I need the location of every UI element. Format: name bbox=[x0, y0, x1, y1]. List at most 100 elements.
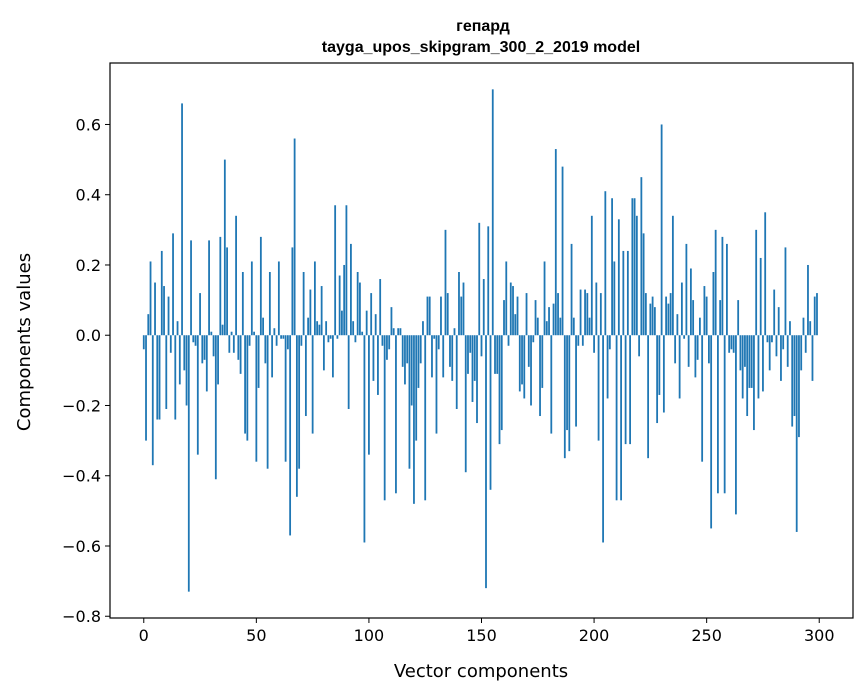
bar-61 bbox=[280, 335, 283, 339]
bar-245 bbox=[694, 335, 697, 378]
bar-163 bbox=[509, 282, 512, 336]
bar-296 bbox=[809, 321, 812, 336]
bar-254 bbox=[714, 229, 717, 336]
bar-146 bbox=[471, 335, 474, 402]
bar-195 bbox=[581, 335, 584, 346]
bar-126 bbox=[426, 296, 429, 336]
bar-1 bbox=[145, 335, 147, 441]
bar-86 bbox=[336, 335, 339, 339]
bar-276 bbox=[764, 212, 767, 336]
bar-284 bbox=[782, 335, 785, 350]
bar-0 bbox=[142, 335, 145, 350]
bar-20 bbox=[187, 335, 190, 592]
bar-166 bbox=[516, 296, 519, 336]
bar-102 bbox=[372, 335, 375, 381]
bar-224 bbox=[647, 335, 650, 459]
bar-70 bbox=[300, 335, 303, 346]
bar-175 bbox=[536, 317, 539, 336]
bar-133 bbox=[442, 335, 445, 378]
bar-127 bbox=[428, 296, 431, 336]
bar-219 bbox=[635, 215, 638, 336]
bar-154 bbox=[489, 335, 492, 490]
bar-250 bbox=[705, 296, 708, 336]
bar-16 bbox=[178, 335, 181, 385]
bar-14 bbox=[174, 335, 177, 420]
bar-258 bbox=[723, 335, 726, 494]
bar-155 bbox=[491, 89, 494, 336]
bar-237 bbox=[676, 314, 679, 336]
bar-194 bbox=[579, 289, 582, 336]
bar-93 bbox=[352, 321, 355, 336]
bar-45 bbox=[244, 335, 246, 434]
bar-184 bbox=[557, 293, 559, 336]
bar-94 bbox=[354, 335, 357, 343]
bar-48 bbox=[250, 261, 253, 336]
bar-230 bbox=[660, 124, 663, 336]
bar-298 bbox=[813, 296, 816, 336]
bar-74 bbox=[309, 289, 312, 336]
bar-53 bbox=[262, 317, 264, 336]
bar-79 bbox=[320, 286, 323, 336]
bar-193 bbox=[577, 335, 580, 346]
bar-290 bbox=[795, 335, 798, 532]
bar-15 bbox=[176, 321, 179, 336]
bar-145 bbox=[469, 335, 472, 353]
bar-208 bbox=[611, 198, 613, 336]
bar-203 bbox=[599, 293, 602, 336]
bar-149 bbox=[478, 222, 481, 336]
bar-198 bbox=[588, 317, 591, 336]
bar-5 bbox=[154, 282, 156, 336]
bar-213 bbox=[622, 250, 625, 336]
bar-81 bbox=[325, 321, 328, 336]
bar-173 bbox=[532, 335, 535, 343]
bar-84 bbox=[332, 335, 334, 378]
y-tick-label: 0.6 bbox=[76, 115, 101, 134]
bar-264 bbox=[737, 300, 740, 336]
bar-3 bbox=[149, 261, 152, 336]
bar-37 bbox=[226, 247, 228, 336]
bar-148 bbox=[476, 335, 478, 424]
bar-255 bbox=[717, 335, 719, 494]
bar-227 bbox=[653, 307, 656, 336]
bar-181 bbox=[550, 335, 553, 434]
bar-277 bbox=[766, 335, 769, 343]
bar-256 bbox=[719, 300, 722, 336]
bar-72 bbox=[304, 335, 307, 417]
bar-211 bbox=[617, 219, 620, 336]
bar-89 bbox=[343, 264, 346, 336]
bar-33 bbox=[217, 335, 219, 385]
bar-95 bbox=[356, 272, 359, 336]
bar-268 bbox=[746, 335, 749, 417]
bar-67 bbox=[293, 138, 296, 336]
bar-299 bbox=[816, 293, 818, 336]
bar-235 bbox=[671, 215, 674, 336]
bar-236 bbox=[674, 335, 677, 364]
bar-83 bbox=[329, 335, 332, 339]
bar-160 bbox=[503, 300, 505, 336]
y-tick-label: 0.4 bbox=[76, 186, 101, 205]
bar-214 bbox=[624, 335, 627, 445]
bar-129 bbox=[433, 335, 436, 339]
bar-52 bbox=[259, 236, 262, 336]
bar-6 bbox=[156, 335, 159, 420]
bar-220 bbox=[638, 335, 641, 357]
bar-40 bbox=[232, 335, 235, 353]
bar-279 bbox=[771, 335, 773, 343]
bar-156 bbox=[494, 335, 496, 374]
bar-292 bbox=[800, 335, 803, 371]
bar-223 bbox=[644, 293, 647, 336]
bar-4 bbox=[151, 335, 154, 466]
bar-92 bbox=[350, 243, 352, 336]
bar-56 bbox=[268, 272, 271, 336]
bar-64 bbox=[286, 335, 289, 350]
bar-82 bbox=[327, 335, 330, 343]
bar-187 bbox=[563, 335, 566, 459]
bar-238 bbox=[678, 335, 681, 399]
bar-263 bbox=[735, 335, 737, 515]
y-axis-label: Components values bbox=[14, 253, 35, 431]
bar-108 bbox=[386, 335, 388, 360]
bar-196 bbox=[584, 289, 586, 336]
bar-59 bbox=[275, 335, 278, 346]
bar-130 bbox=[435, 335, 438, 434]
